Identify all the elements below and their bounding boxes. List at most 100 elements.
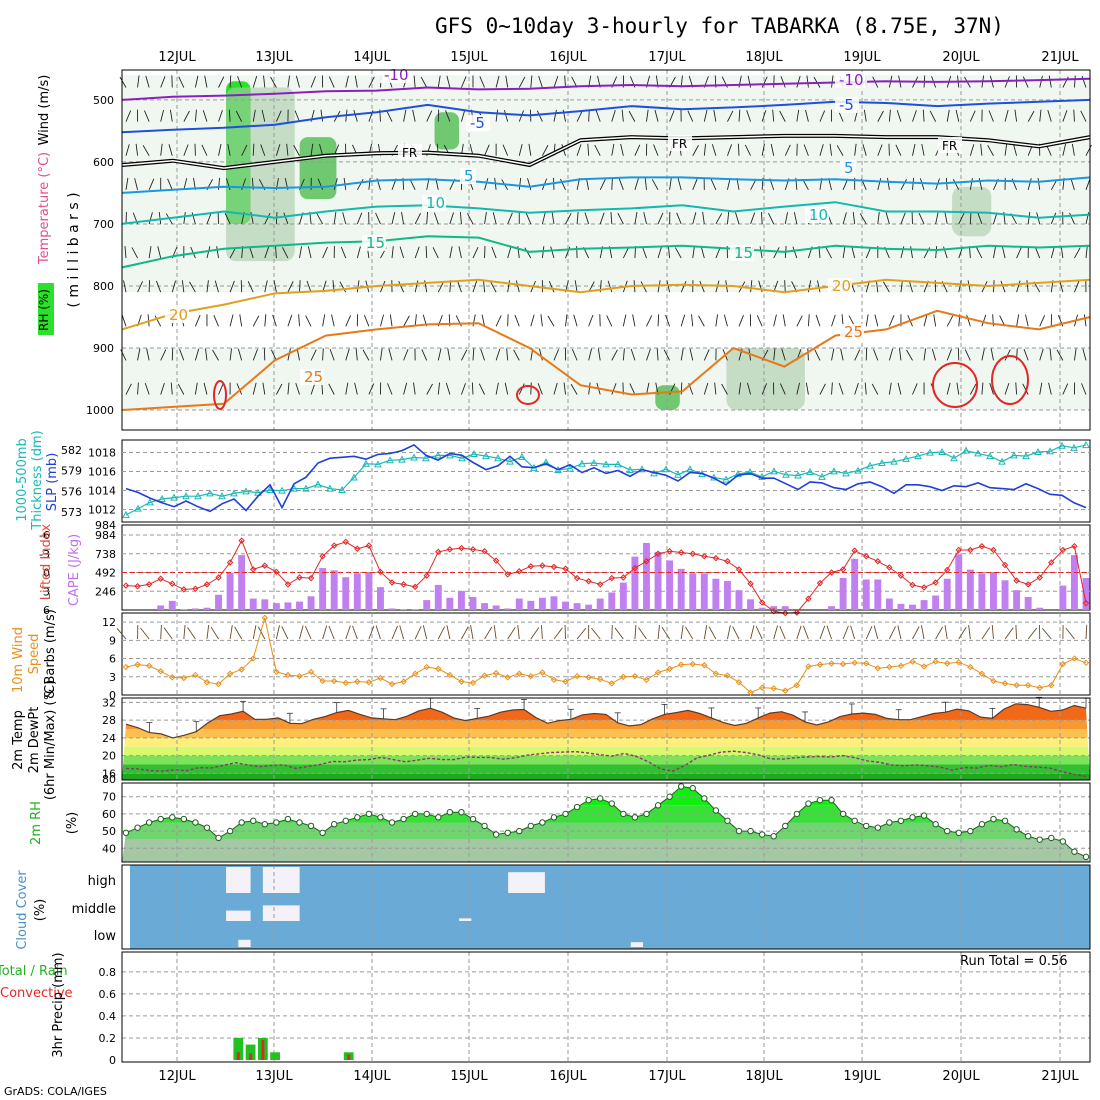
wind-barb-10m-53 xyxy=(732,626,740,640)
wind-barb-39-8 xyxy=(571,349,578,361)
thickness-marker-41 xyxy=(614,460,622,468)
wind-barb-13-5 xyxy=(275,246,277,259)
li-tick-2: 0 xyxy=(43,567,50,580)
wind-barb-69-3 xyxy=(919,178,925,190)
wind-barb-19-6 xyxy=(339,281,347,293)
thickness-marker-51 xyxy=(734,470,742,478)
date-label-bottom-0: 12JUL xyxy=(158,1069,196,1084)
li-marker-7 xyxy=(203,581,211,588)
wind-barb-32-8 xyxy=(495,348,501,361)
thickness-marker-19 xyxy=(350,473,358,481)
wind-barb-2-4 xyxy=(148,212,153,225)
precip-frame xyxy=(121,951,1091,1063)
wind-barb-56-8 xyxy=(773,348,776,361)
li-marker-36 xyxy=(539,562,546,569)
wind-speed-marker-56 xyxy=(770,685,777,692)
wind-barb-16-6 xyxy=(306,280,312,293)
wind-barb-10m-36 xyxy=(540,625,543,640)
wind-speed-marker-1 xyxy=(134,661,141,668)
wind-barb-73-8 xyxy=(964,349,971,361)
wind-barb-10m-33 xyxy=(507,627,516,640)
wind-barb-38-7 xyxy=(565,314,568,327)
cape-bar-18 xyxy=(330,570,338,610)
wind-speed-marker-52 xyxy=(724,672,731,679)
rh-marker-10 xyxy=(238,819,245,826)
cape-bar-68 xyxy=(909,604,916,610)
wind-barb-13-6 xyxy=(273,280,277,293)
wind-barb-21-8 xyxy=(362,349,370,361)
precip-total-bar-1 xyxy=(245,1044,256,1060)
wind-speed-marker-26 xyxy=(423,663,430,671)
wind-barb-77-6 xyxy=(1016,280,1021,293)
thickness-marker-77 xyxy=(1046,447,1054,455)
date-label-top-8: 20JUL xyxy=(942,50,980,65)
wind-barb-57-7 xyxy=(782,314,786,327)
wind-barb-38-0 xyxy=(564,75,566,88)
wind-speed-marker-65 xyxy=(874,665,882,672)
wind-speed-marker-14 xyxy=(284,671,292,679)
thickness-marker-31 xyxy=(494,454,502,462)
li-marker-24 xyxy=(400,581,407,588)
thickness-marker-24 xyxy=(410,453,418,461)
li-marker-15 xyxy=(296,574,303,581)
wind-barb-72-9 xyxy=(956,382,960,395)
wind-barb-23-4 xyxy=(391,212,396,225)
thickness-marker-53 xyxy=(758,472,766,480)
wind-barb-11-6 xyxy=(247,281,254,293)
cape-bar-70 xyxy=(932,595,940,610)
run-total-label: Run Total = 0.56 xyxy=(960,954,1068,969)
wind-barb-73-9 xyxy=(969,383,977,395)
li-marker-25 xyxy=(411,583,419,591)
contour-label-bg-16 xyxy=(840,324,864,340)
contour-label-14: 20 xyxy=(832,277,851,295)
wind-barb-52-7 xyxy=(723,314,728,327)
cape-bar-38 xyxy=(562,601,569,610)
wind-barb-11-5 xyxy=(249,246,254,259)
wind-barb-8-6 xyxy=(214,280,219,293)
wind-axis-label-2: Speed xyxy=(27,634,42,675)
li-marker-23 xyxy=(388,579,396,586)
wind-barb-1-6 xyxy=(137,281,144,293)
li-marker-62 xyxy=(839,566,847,573)
wind-barb-51-3 xyxy=(710,178,717,191)
wind-barb-13-8 xyxy=(270,349,277,361)
li-marker-1 xyxy=(134,583,141,590)
wind-speed-marker-12 xyxy=(261,614,269,622)
wind-barb-13-0 xyxy=(270,76,277,88)
wind-barb-31-7 xyxy=(481,314,485,327)
wind-barb-47-3 xyxy=(669,177,672,190)
wind-barb-64-9 xyxy=(864,382,867,395)
wind-barb-40-2 xyxy=(587,143,590,156)
wind-barb-50-5 xyxy=(700,246,705,259)
thickness-marker-74 xyxy=(1010,451,1018,459)
wind-barb-74-9 xyxy=(981,382,984,395)
cape-bar-10 xyxy=(238,555,246,610)
wind-barb-28-8 xyxy=(447,348,451,361)
wind-barb-22-8 xyxy=(380,348,383,361)
wind-barb-1-5 xyxy=(131,247,138,259)
wind-speed-line xyxy=(125,617,1087,694)
wind-barb-56-4 xyxy=(768,212,775,225)
contour-label-1: -10 xyxy=(839,71,864,89)
thickness-marker-18 xyxy=(338,485,346,493)
wind-barb-15-0 xyxy=(295,75,300,88)
li-marker-66 xyxy=(886,564,893,571)
wind-barb-10m-67 xyxy=(897,625,902,640)
wind-barb-51-1 xyxy=(713,109,717,122)
wind-barb-2-9 xyxy=(144,383,150,395)
wind-barb-47-8 xyxy=(663,349,671,361)
cape-bar-30 xyxy=(469,597,477,610)
wind-barb-18-7 xyxy=(331,314,335,327)
li-marker-18 xyxy=(330,542,338,549)
wind-barb-11-2 xyxy=(252,143,255,156)
wind-barb-45-6 xyxy=(640,281,647,293)
wind-barb-46-1 xyxy=(654,109,659,122)
wind-speed-marker-17 xyxy=(319,677,326,685)
precip-tick-1: 0.2 xyxy=(99,1032,117,1045)
wind-barb-42-1 xyxy=(611,110,616,122)
wind-barb-5-0 xyxy=(178,76,185,88)
contour-label-11: 15 xyxy=(366,234,385,252)
date-label-top-5: 17JUL xyxy=(648,50,686,65)
wind-barb-0-7 xyxy=(121,314,127,327)
thickness-marker-6 xyxy=(194,492,202,500)
